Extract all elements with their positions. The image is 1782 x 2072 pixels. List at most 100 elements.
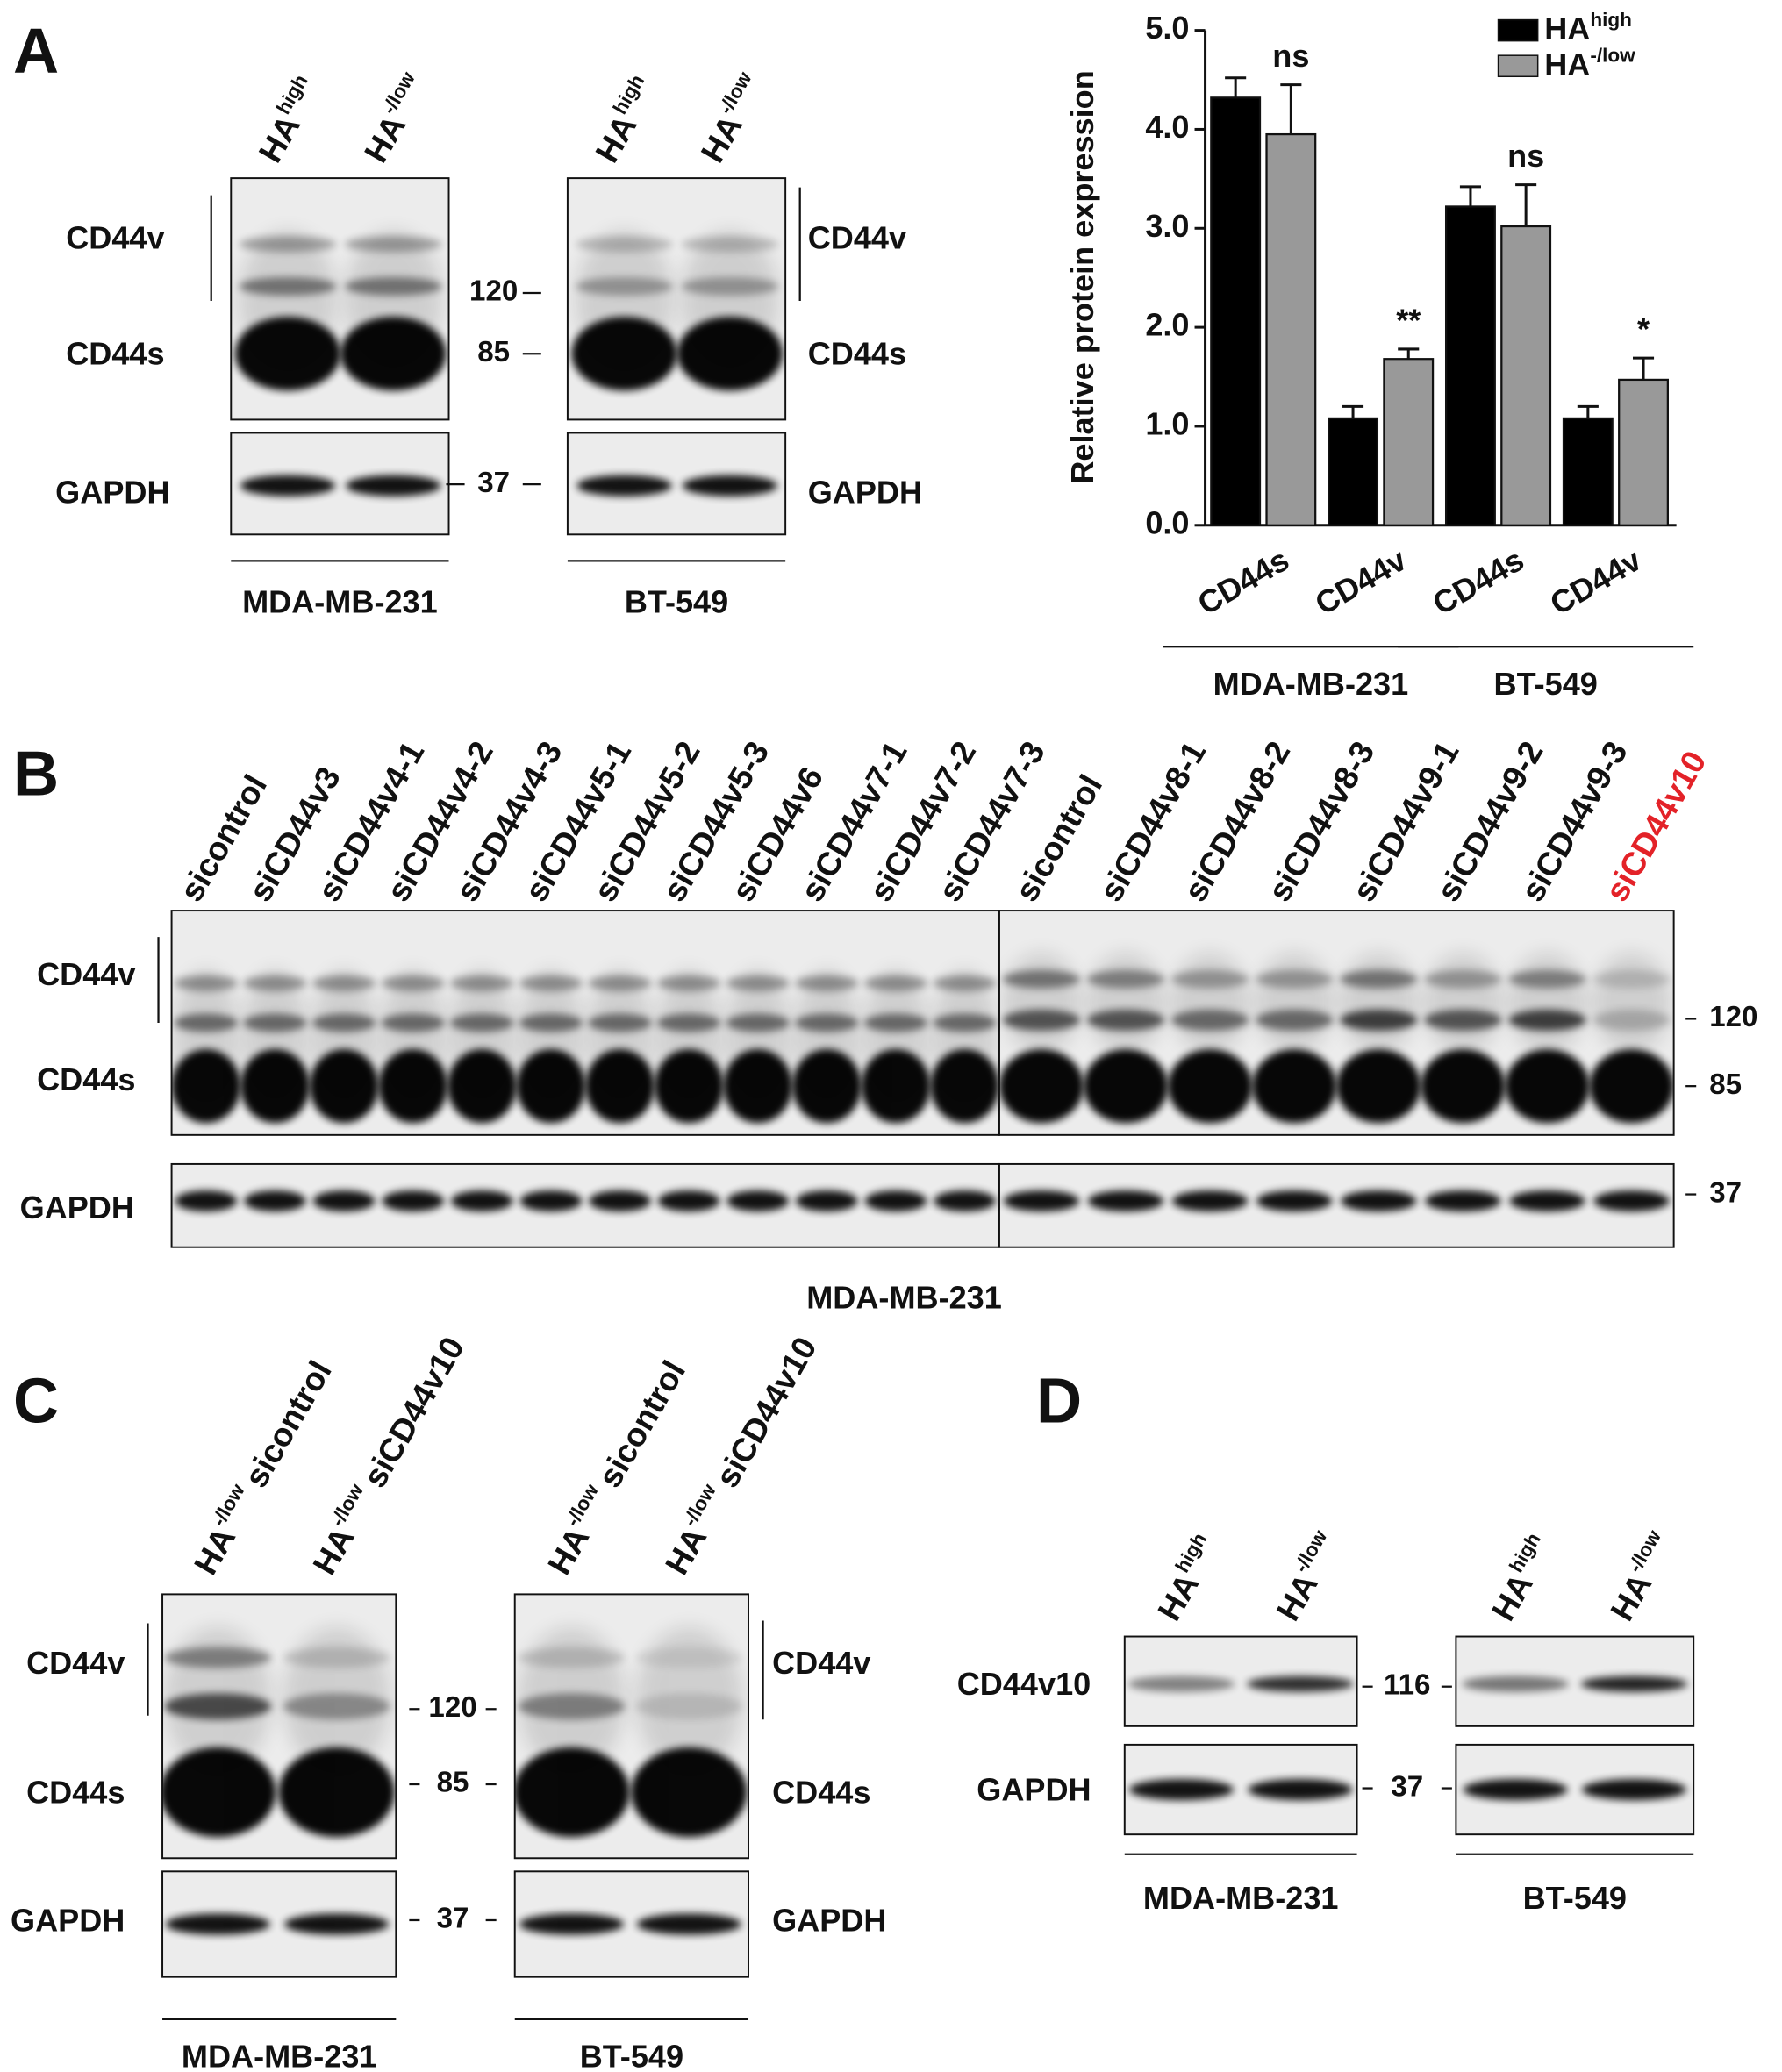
band xyxy=(1424,969,1502,989)
band xyxy=(243,1013,307,1032)
lane-label-base: HA xyxy=(187,1521,243,1581)
band xyxy=(795,1013,859,1032)
band xyxy=(1580,1675,1688,1692)
blot-bands xyxy=(162,1626,395,1838)
band xyxy=(283,1647,390,1668)
band xyxy=(1340,969,1418,989)
lane-label: HAhigh xyxy=(1481,1529,1561,1626)
blot-frame xyxy=(230,177,450,421)
blot xyxy=(170,1162,1000,1248)
lane-label: HA-/low xyxy=(691,68,772,168)
lane-label-sup: -/low xyxy=(1290,1526,1332,1576)
band xyxy=(344,236,442,253)
band-label: CD44v10 xyxy=(957,1666,1091,1702)
bar xyxy=(1328,417,1379,526)
lane-label-sup: high xyxy=(1171,1529,1211,1576)
blot-frame xyxy=(1455,1743,1695,1836)
band xyxy=(681,236,779,253)
blot xyxy=(998,910,1675,1136)
lane-label-sup: -/low xyxy=(679,1480,721,1530)
band xyxy=(174,1013,239,1032)
band xyxy=(861,1049,931,1124)
band xyxy=(588,1013,652,1032)
band xyxy=(165,1913,270,1935)
legend-label: HAhigh xyxy=(1544,9,1632,46)
lane-label-base: HA xyxy=(540,1521,597,1581)
band xyxy=(1255,953,1334,1054)
band xyxy=(1508,953,1586,1054)
band-label: CD44s xyxy=(808,336,906,372)
marker-label: 85 xyxy=(1709,1068,1742,1101)
lane-label-sup: -/low xyxy=(326,1480,369,1530)
marker-label: 116 xyxy=(1384,1668,1430,1701)
blot-background xyxy=(171,1163,999,1247)
band xyxy=(1463,1779,1568,1801)
band xyxy=(588,975,652,991)
lane-label-sup: -/low xyxy=(562,1480,604,1530)
band-label: GAPDH xyxy=(11,1903,125,1939)
band xyxy=(162,1747,276,1838)
band xyxy=(519,1913,625,1935)
blot-background xyxy=(171,911,999,1135)
blot xyxy=(998,1162,1675,1248)
band xyxy=(1425,1190,1501,1212)
band xyxy=(1170,1009,1249,1031)
band xyxy=(1505,1049,1590,1124)
blot-frame xyxy=(1123,1635,1358,1727)
band xyxy=(518,1647,626,1668)
band xyxy=(998,1049,1084,1124)
blot xyxy=(1123,1635,1358,1727)
lane-label-base: HA xyxy=(693,109,749,168)
band xyxy=(174,975,239,991)
band xyxy=(726,1013,790,1032)
band xyxy=(723,1049,793,1124)
x-tick-label: CD44s xyxy=(1192,541,1295,622)
blot-frame xyxy=(1455,1635,1695,1727)
legend-name: HA xyxy=(1544,11,1590,46)
blot-frame xyxy=(161,1593,397,1860)
band xyxy=(1086,969,1165,989)
blot-bands xyxy=(1003,1190,1670,1212)
x-tick-label: CD44v xyxy=(1544,541,1648,622)
lane-label: HAhigh xyxy=(248,71,328,168)
bar xyxy=(1500,225,1552,526)
blot-bands xyxy=(175,1190,996,1212)
lane-label: HAhigh xyxy=(585,71,665,168)
blot-bands xyxy=(1463,1779,1687,1801)
band xyxy=(1255,1009,1334,1031)
band-label: CD44s xyxy=(66,336,164,372)
band xyxy=(631,1747,748,1838)
significance: ns xyxy=(1272,38,1309,74)
lane-label: HA-/low xyxy=(1600,1526,1682,1627)
band xyxy=(1168,1049,1253,1124)
band xyxy=(1336,1049,1421,1124)
band xyxy=(239,276,337,297)
lane-label-sup: high xyxy=(609,71,648,118)
band xyxy=(1424,953,1502,1054)
band-label: CD44s xyxy=(772,1775,870,1811)
band xyxy=(447,1049,517,1124)
band xyxy=(1127,1675,1235,1692)
significance: ns xyxy=(1507,138,1544,174)
band-label: CD44v xyxy=(66,219,164,255)
band-label: CD44s xyxy=(26,1775,125,1811)
lane-label-base: HA xyxy=(1603,1567,1659,1626)
cell-label: MDA-MB-231 xyxy=(1143,1880,1339,1916)
band xyxy=(1509,1190,1585,1212)
band xyxy=(378,1049,448,1124)
lane-label-base: HA xyxy=(658,1521,714,1581)
band xyxy=(635,1693,743,1720)
band xyxy=(1593,1190,1670,1212)
band-label: GAPDH xyxy=(977,1772,1091,1808)
band xyxy=(450,1190,513,1212)
lane-label-base: HA xyxy=(357,109,413,168)
band xyxy=(1002,953,1081,1054)
band-label: GAPDH xyxy=(772,1903,886,1939)
cell-label: BT-549 xyxy=(1523,1880,1627,1916)
band xyxy=(518,1693,626,1720)
band xyxy=(382,1190,445,1212)
band xyxy=(239,236,337,253)
bar xyxy=(1562,417,1614,526)
band xyxy=(514,1747,630,1838)
lane-label: HA-/low xyxy=(1266,1526,1348,1627)
